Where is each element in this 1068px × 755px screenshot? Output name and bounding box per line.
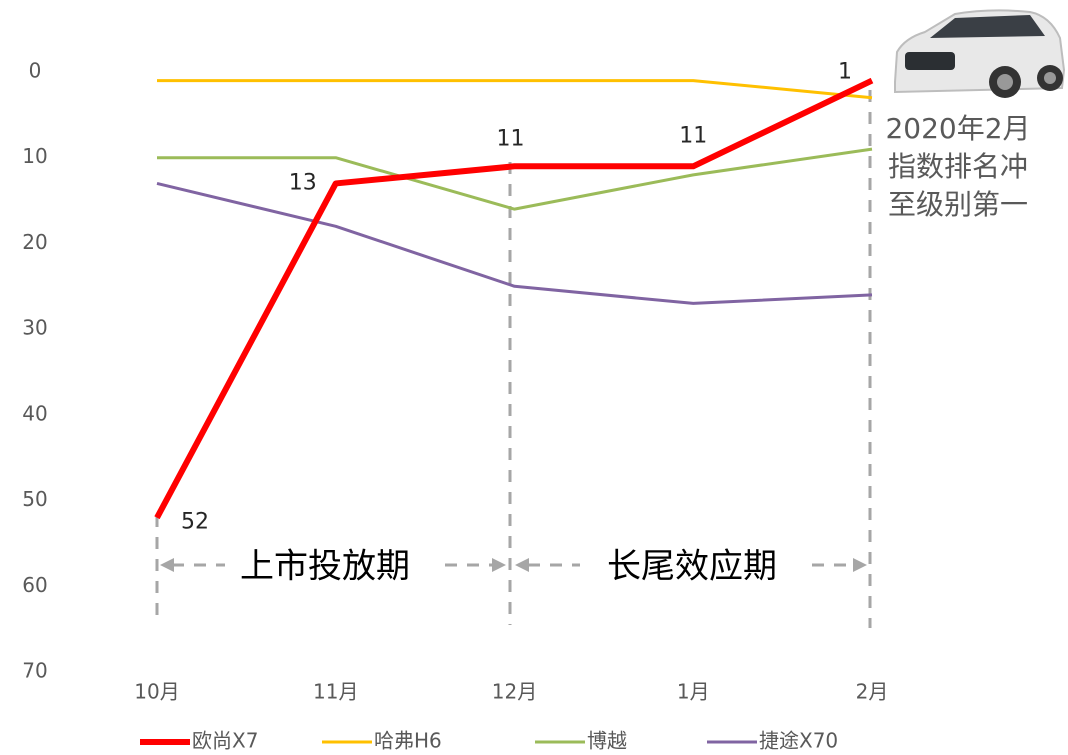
y-tick-label: 70 xyxy=(22,659,47,683)
x-tick-label: 10月 xyxy=(134,680,179,704)
x-tick-label: 1月 xyxy=(677,680,710,704)
annotation: 指数排名冲 xyxy=(888,150,1028,183)
y-tick-label: 50 xyxy=(22,487,47,511)
line xyxy=(157,147,873,211)
car-image xyxy=(894,9,1066,98)
data-label: 11 xyxy=(679,123,707,148)
line xyxy=(157,79,873,100)
period-markers xyxy=(155,90,872,628)
legend-label: 博越 xyxy=(587,729,627,753)
y-tick-label: 60 xyxy=(22,573,47,597)
x-tick-label: 12月 xyxy=(492,680,537,704)
y-tick-label: 20 xyxy=(22,230,47,254)
arrow-head xyxy=(160,558,174,572)
line xyxy=(156,181,873,305)
legend-label: 哈弗H6 xyxy=(374,729,442,753)
x-tick-label: 2月 xyxy=(856,680,889,704)
y-tick-label: 10 xyxy=(22,144,47,168)
data-label: 52 xyxy=(181,510,209,535)
annotation: 2020年2月 xyxy=(885,112,1030,145)
y-tick-label: 0 xyxy=(29,59,42,83)
data-label: 13 xyxy=(289,170,317,195)
x-tick-label: 11月 xyxy=(313,680,358,704)
y-tick-label: 40 xyxy=(22,401,47,425)
arrow-head xyxy=(853,558,867,572)
period-label: 上市投放期 xyxy=(240,547,410,587)
arrow-head xyxy=(515,558,529,572)
arrow-head xyxy=(492,558,506,572)
y-tick-label: 30 xyxy=(22,316,47,340)
legend-label: 捷途X70 xyxy=(759,729,838,753)
period-label: 长尾效应期 xyxy=(607,547,777,587)
data-label: 1 xyxy=(838,60,852,85)
line xyxy=(154,77,874,520)
data-label: 11 xyxy=(497,126,525,151)
annotation: 至级别第一 xyxy=(888,188,1028,221)
legend-label: 欧尚X7 xyxy=(192,729,258,753)
